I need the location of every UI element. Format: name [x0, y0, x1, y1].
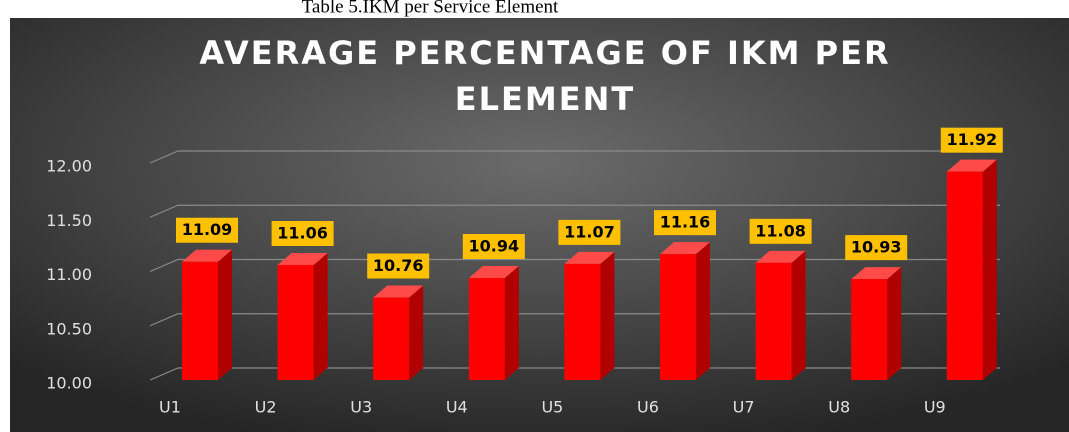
bar — [564, 251, 615, 380]
x-tick-label: U6 — [637, 398, 659, 417]
grid-line — [149, 204, 1000, 218]
bar — [373, 285, 424, 380]
data-label: 11.08 — [755, 221, 806, 240]
bar-side — [409, 285, 424, 380]
bar-top — [373, 285, 424, 298]
bar — [946, 159, 997, 380]
bar-top — [946, 159, 997, 172]
data-label-box — [940, 127, 1003, 153]
bar-front — [564, 263, 601, 380]
grid-line — [149, 258, 1000, 273]
bar-top — [182, 249, 232, 262]
data-label: 11.09 — [182, 220, 233, 239]
bar — [851, 267, 902, 380]
y-tick-label: 10.50 — [46, 319, 92, 338]
caption: Table 5.IKM per Service Element — [302, 0, 559, 17]
y-tick-label: 11.00 — [46, 265, 92, 284]
bar — [755, 250, 806, 380]
data-label: 11.16 — [660, 213, 711, 232]
data-label-box — [749, 218, 812, 244]
bar-top — [564, 251, 615, 264]
data-label-box — [462, 234, 525, 260]
bar-top — [468, 266, 519, 279]
bar-front — [277, 264, 314, 380]
x-tick-label: U8 — [828, 398, 850, 417]
data-label-box — [654, 210, 716, 236]
data-label-box — [271, 220, 334, 246]
bar-side — [218, 249, 232, 380]
data-label: 11.06 — [277, 223, 328, 242]
bar — [660, 242, 710, 380]
bar-front — [946, 171, 983, 380]
bar — [277, 252, 328, 380]
x-tick-label: U9 — [924, 398, 946, 417]
bar-side — [696, 242, 710, 380]
bar-front — [182, 261, 218, 380]
bar-top — [755, 250, 806, 263]
data-label: 10.94 — [468, 237, 519, 256]
bar-front — [660, 254, 696, 380]
bar-side — [887, 267, 902, 380]
data-label-box — [845, 235, 908, 261]
data-label-box — [176, 217, 238, 243]
x-tick-label: U5 — [541, 398, 563, 417]
y-tick-label: 10.00 — [46, 374, 92, 393]
bar-side — [791, 250, 806, 380]
bar-top — [851, 267, 902, 280]
x-tick-label: U3 — [350, 398, 372, 417]
data-label-box — [558, 219, 621, 245]
bar — [468, 266, 519, 380]
chart-title: AVERAGE PERCENTAGE OF IKM PER ELEMENT — [199, 34, 891, 118]
bar-front — [851, 279, 888, 380]
y-tick-label: 11.50 — [46, 211, 92, 230]
x-tick-label: U4 — [446, 398, 468, 417]
x-tick-label: U1 — [159, 398, 181, 417]
data-label-box — [367, 253, 430, 279]
bar-side — [313, 252, 328, 380]
grid-line — [149, 150, 1000, 164]
x-tick-label: U2 — [255, 398, 277, 417]
bar-side — [982, 159, 997, 380]
data-label: 10.76 — [373, 256, 424, 275]
bar-front — [373, 297, 410, 380]
bar-front — [468, 278, 505, 380]
grid-line — [149, 313, 1000, 327]
bar-top — [660, 242, 710, 255]
bar-front — [755, 262, 792, 380]
bar-side — [600, 251, 615, 380]
grid-line — [149, 367, 1000, 381]
data-label: 11.92 — [946, 130, 997, 149]
data-label: 10.93 — [851, 238, 902, 257]
x-tick-label: U7 — [733, 398, 755, 417]
bar-side — [504, 266, 519, 380]
bar — [182, 249, 232, 380]
y-tick-label: 12.00 — [46, 157, 92, 176]
bar-top — [277, 252, 328, 265]
data-label: 11.07 — [564, 222, 615, 241]
